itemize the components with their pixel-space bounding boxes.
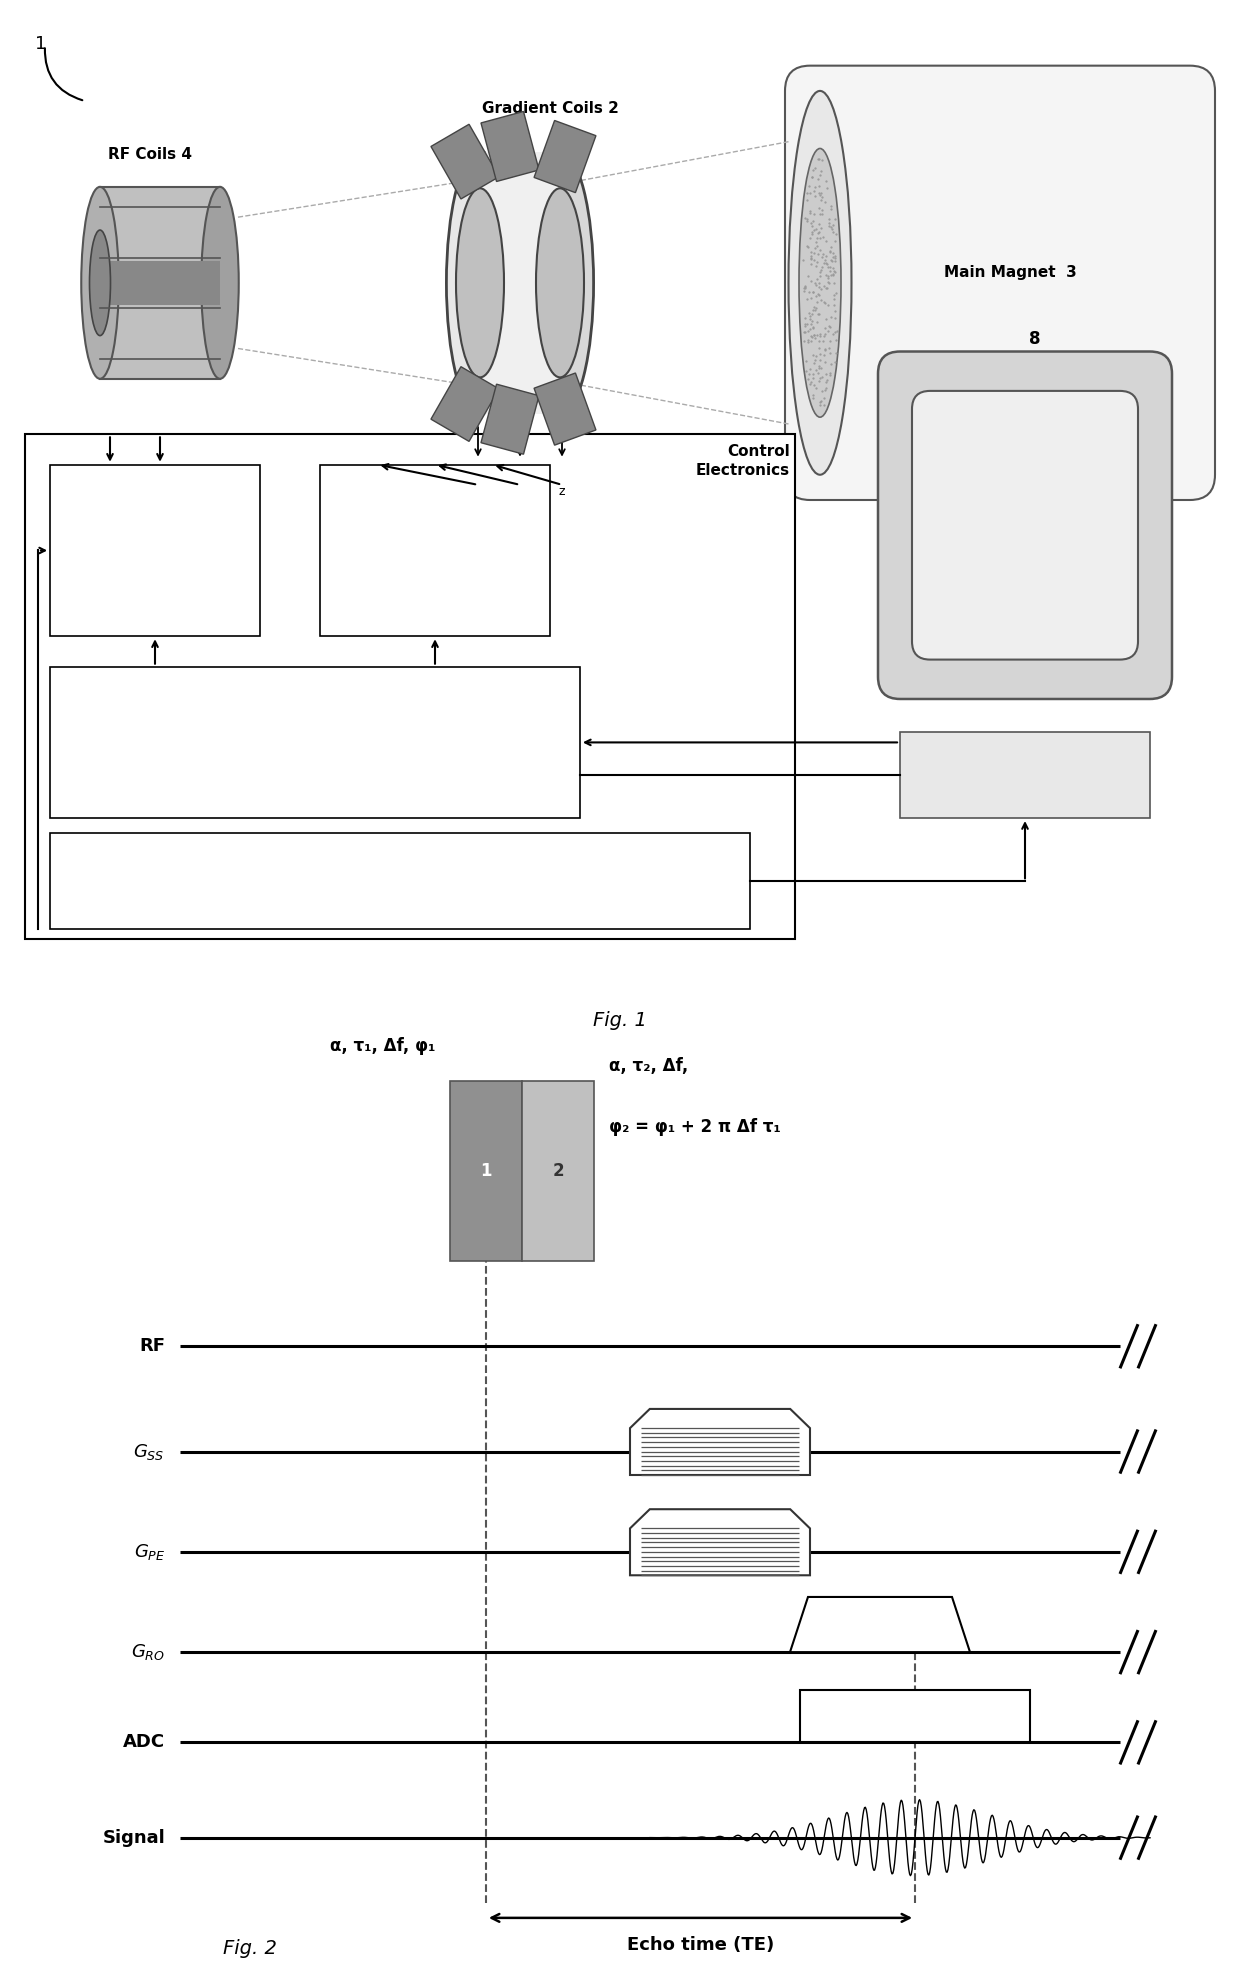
Text: x: x: [475, 485, 481, 499]
Ellipse shape: [789, 90, 852, 475]
Bar: [480, 151, 560, 414]
Text: Control
Electronics: Control Electronics: [696, 444, 790, 479]
Text: 6: 6: [237, 479, 248, 495]
Bar: [450, 1080, 522, 1260]
Text: Fig. 2: Fig. 2: [223, 1939, 277, 1957]
Bar: [100, 261, 219, 304]
Ellipse shape: [456, 188, 503, 377]
Text: $G_{PE}$: $G_{PE}$: [134, 1541, 165, 1563]
Ellipse shape: [527, 151, 594, 414]
Bar: [900, 732, 1149, 819]
FancyBboxPatch shape: [911, 391, 1138, 660]
Text: Fig. 1: Fig. 1: [593, 1011, 647, 1031]
Bar: [481, 385, 539, 453]
Text: RF Coils 4: RF Coils 4: [108, 147, 192, 161]
Text: α, τ₁, Δf, φ₁: α, τ₁, Δf, φ₁: [330, 1036, 435, 1056]
Bar: [522, 1080, 594, 1260]
Text: RF: RF: [139, 1337, 165, 1354]
Text: α, τ₂, Δf,: α, τ₂, Δf,: [609, 1058, 688, 1076]
Text: Pulse sequence: Pulse sequence: [205, 720, 326, 734]
Text: Amplifiers: Amplifiers: [396, 579, 475, 593]
Bar: [100, 186, 219, 379]
Bar: [534, 373, 596, 446]
Text: Main Magnet  3: Main Magnet 3: [944, 265, 1076, 281]
Text: $G_{RO}$: $G_{RO}$: [131, 1643, 165, 1663]
Text: y: y: [516, 485, 523, 499]
Text: Gradient Coils 2: Gradient Coils 2: [481, 102, 619, 116]
Text: ADC: ADC: [123, 1733, 165, 1751]
Bar: [481, 112, 539, 181]
Bar: [50, 465, 260, 636]
Polygon shape: [790, 1598, 970, 1653]
Text: Electronics: Electronics: [62, 579, 148, 593]
Text: 1: 1: [480, 1162, 492, 1180]
Ellipse shape: [89, 230, 110, 336]
Bar: [320, 465, 551, 636]
Polygon shape: [630, 1510, 810, 1574]
Text: 8: 8: [1029, 330, 1040, 349]
Bar: [25, 434, 795, 940]
Bar: [800, 1690, 1030, 1743]
Bar: [432, 124, 498, 198]
Text: 2: 2: [552, 1162, 564, 1180]
Text: z: z: [559, 485, 565, 499]
Ellipse shape: [201, 186, 239, 379]
Text: 1: 1: [35, 35, 46, 53]
Ellipse shape: [82, 186, 119, 379]
FancyArrowPatch shape: [45, 49, 82, 100]
Text: $G_{SS}$: $G_{SS}$: [134, 1441, 165, 1462]
Text: Gradient: Gradient: [401, 534, 469, 548]
Text: 7: 7: [729, 844, 740, 858]
FancyBboxPatch shape: [785, 65, 1215, 501]
Text: φ₂ = φ₁ + 2 π Δf τ₁: φ₂ = φ₁ + 2 π Δf τ₁: [609, 1117, 781, 1137]
Bar: [534, 120, 596, 192]
Text: Echo time (TE): Echo time (TE): [627, 1936, 774, 1953]
Bar: [50, 834, 750, 928]
Ellipse shape: [536, 188, 584, 377]
Bar: [432, 367, 498, 442]
FancyBboxPatch shape: [878, 351, 1172, 699]
Bar: [50, 667, 580, 819]
Ellipse shape: [799, 149, 841, 418]
Text: generator  5: generator 5: [236, 766, 334, 779]
Ellipse shape: [446, 151, 513, 414]
Text: Image Reconstruction Computer: Image Reconstruction Computer: [64, 874, 319, 889]
Polygon shape: [630, 1409, 810, 1474]
Text: Signal: Signal: [102, 1830, 165, 1847]
Text: RF: RF: [62, 534, 82, 548]
